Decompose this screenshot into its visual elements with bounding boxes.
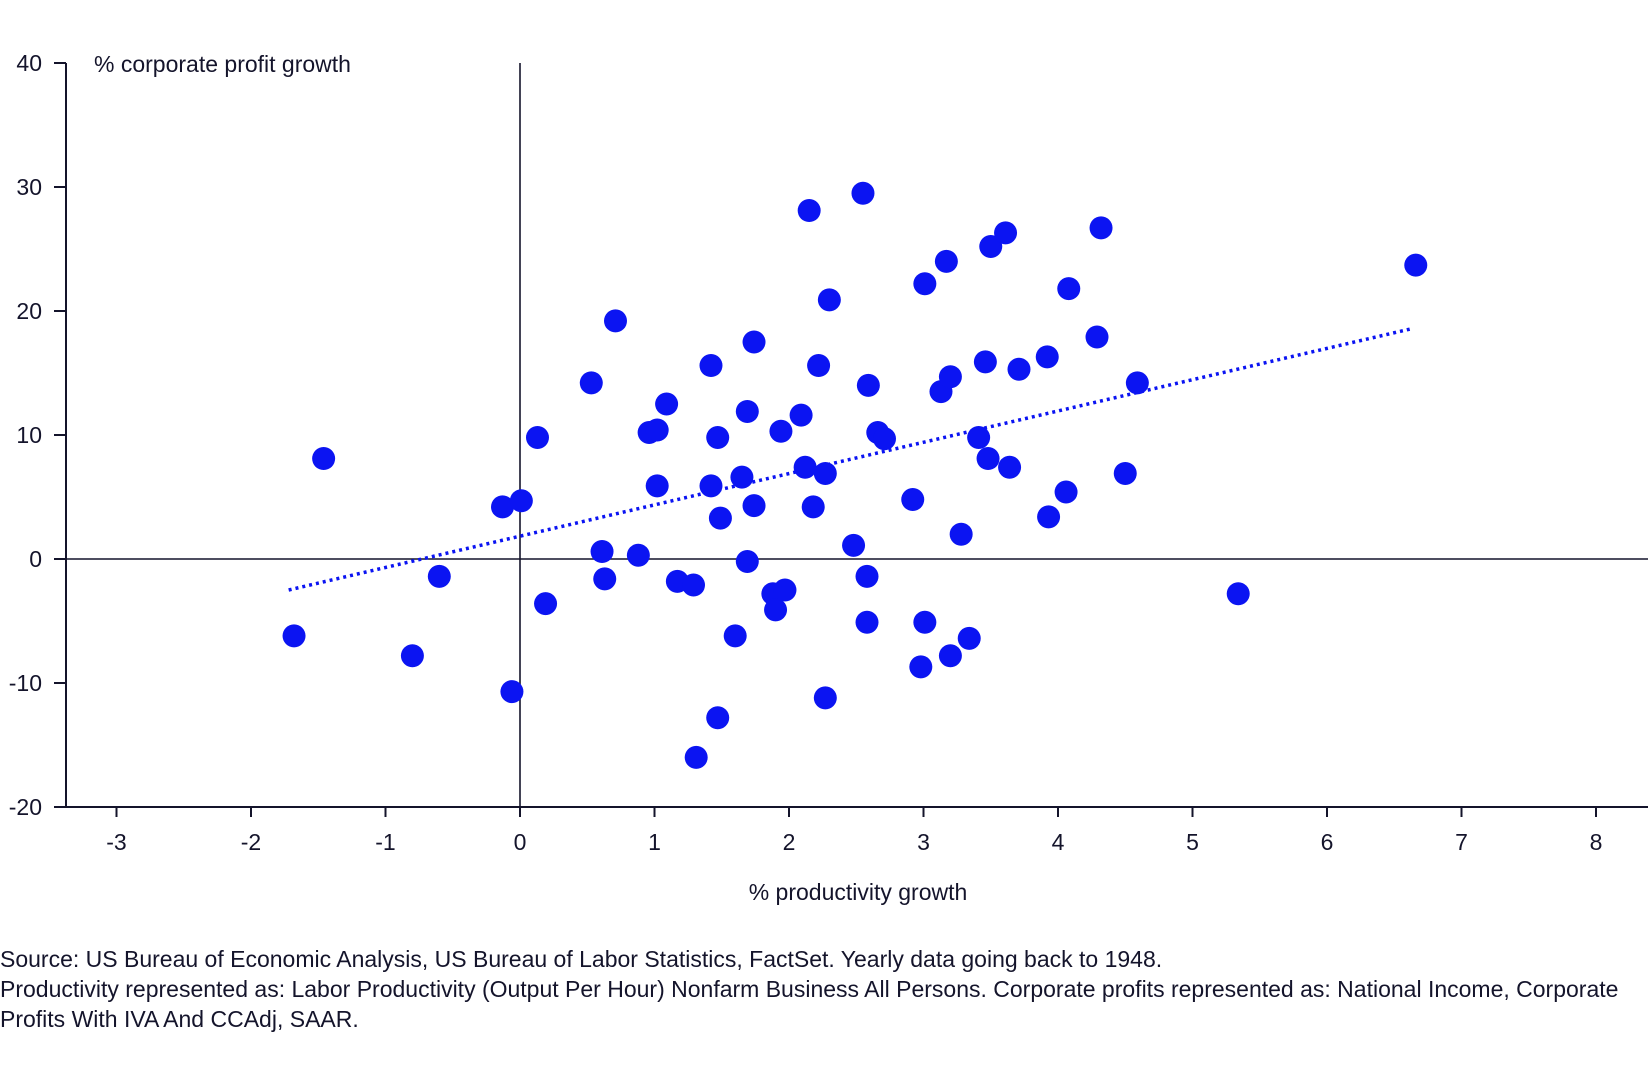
data-point [1035,345,1059,369]
data-point [994,221,1018,245]
data-point [1085,325,1109,349]
y-tick-label: 30 [16,174,42,200]
data-point [603,309,627,333]
data-point [1404,253,1428,277]
data-point [427,564,451,588]
data-point [708,506,732,530]
x-tick-label: 0 [514,829,527,855]
data-point [312,447,336,471]
data-point [764,598,788,622]
data-point [1226,582,1250,606]
data-point [909,655,933,679]
data-point [590,540,614,564]
y-tick-label: 0 [29,546,42,572]
data-point [509,489,533,513]
data-point [742,330,766,354]
x-tick-label: 2 [783,829,796,855]
data-point [1089,216,1113,240]
y-tick-label: -20 [9,794,42,820]
data-point [579,371,603,395]
data-point [400,644,424,668]
y-axis-label: % corporate profit growth [94,51,351,77]
x-tick-label: 8 [1590,829,1603,855]
data-point [593,567,617,591]
data-point [626,543,650,567]
x-tick-label: -1 [375,829,395,855]
x-tick-label: -3 [106,829,126,855]
data-point [938,365,962,389]
data-point [684,745,708,769]
data-point [645,418,669,442]
y-tick-label: -10 [9,670,42,696]
data-point [735,549,759,573]
data-point [817,288,841,312]
x-tick-label: 1 [648,829,661,855]
data-point [813,461,837,485]
data-point [938,644,962,668]
source-line-1: Source: US Bureau of Economic Analysis, … [0,946,1163,972]
data-point [1113,461,1137,485]
data-point [872,427,896,451]
x-tick-label: 5 [1186,829,1199,855]
data-point [789,403,813,427]
y-tick-label: 10 [16,422,42,448]
data-point [645,474,669,498]
data-point [934,249,958,273]
x-tick-label: 3 [917,829,930,855]
data-point [730,465,754,489]
data-point [856,373,880,397]
data-point [807,354,831,378]
data-point [706,425,730,449]
data-point [699,354,723,378]
data-point [979,235,1003,259]
data-point [797,199,821,223]
data-point [735,399,759,423]
data-point [282,624,306,648]
data-point [842,533,866,557]
data-point [801,495,825,519]
data-point [967,425,991,449]
data-point [699,474,723,498]
source-line-2: Productivity represented as: Labor Produ… [0,976,1619,1032]
x-tick-label: 7 [1455,829,1468,855]
data-point [491,495,515,519]
data-point [998,455,1022,479]
x-tick-label: 6 [1321,829,1334,855]
data-point [855,564,879,588]
data-point [534,592,558,616]
data-point [706,706,730,730]
data-point [851,181,875,205]
y-tick-label: 20 [16,298,42,324]
data-point [1057,277,1081,301]
data-point [976,447,1000,471]
y-tick-label: 40 [16,50,42,76]
data-point [773,578,797,602]
data-point [769,419,793,443]
data-point [813,686,837,710]
data-point [793,455,817,479]
data-point [1125,371,1149,395]
data-point [913,272,937,296]
data-point [500,680,524,704]
x-tick-label: 4 [1052,829,1065,855]
data-point [655,392,679,416]
data-point [723,624,747,648]
data-point [682,573,706,597]
data-point [973,350,997,374]
data-point [1037,505,1061,529]
source-note: Source: US Bureau of Economic Analysis, … [0,944,1640,1034]
data-point [742,494,766,518]
data-point [949,522,973,546]
data-point [1007,357,1031,381]
x-axis-label: % productivity growth [749,879,968,905]
data-point [525,425,549,449]
data-point [957,626,981,650]
x-tick-label: -2 [241,829,261,855]
data-point [913,610,937,634]
data-point [855,610,879,634]
data-point [1054,480,1078,504]
data-point [901,487,925,511]
